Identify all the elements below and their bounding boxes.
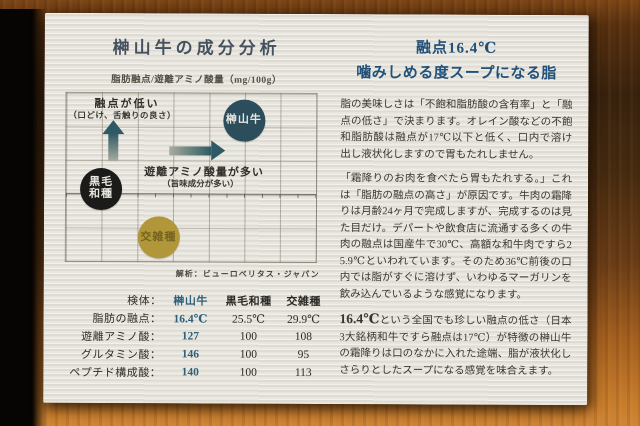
cell-value: 29.9℃ [286,313,321,327]
body-paragraphs: 脂の美味しさは「不飽和脂肪酸の含有率」と「融点の低さ」で決まります。オレイン酸な… [339,97,572,380]
headline-line1: 融点16.4℃ [416,40,498,57]
row-label: グルタミン酸： [80,348,162,362]
table-header-row: 検体： 榊山牛 黒毛和種 交雑種 [62,291,330,310]
cell-value: 140 [181,366,199,379]
analysis-card: 榊山牛の成分分析 脂肪融点/遊離アミノ酸量（mg/100g） 融点が低い （口ど… [43,12,589,406]
row-label: 検体： [127,295,162,308]
right-arrow-icon [169,146,212,156]
cell-value: 127 [181,330,200,343]
cell-value: 95 [297,348,310,361]
cell-value: 146 [181,348,200,361]
cell-value: 100 [239,348,258,361]
table-row: ペプチド構成酸： 140 100 113 [61,363,329,382]
cell-value: 黒毛和種 [225,295,272,308]
page-title: 榊山牛の成分分析 [112,38,281,58]
chart-point-2: 黒毛 和種 [79,167,123,210]
table-row: 脂肪の融点： 16.4℃ 25.5℃ 29.9℃ [61,309,329,328]
paragraph-1: 脂の美味しさは「不飽和脂肪酸の含有率」と「融点の低さ」で決まります。オレイン酸な… [340,99,573,161]
cell-value: 100 [239,330,258,343]
cell-value: 113 [294,366,312,379]
cell-value: 100 [239,366,257,379]
chart-point-1: 榊山牛 [222,99,265,142]
paragraph-2: 「霜降りのお肉を食べたら胃もたれする。」これは「脂肪の融点の高さ」が原因です。牛… [339,173,573,301]
melting-point-chart: 融点が低い （口どけ、舌触りの良さ） 遊離アミノ酸量が多い （旨味成分が多い） … [64,91,318,264]
chart-point-label: 和種 [89,187,114,200]
right-page: 融点16.4℃ 噛みしめる度スープになる脂 脂の美味しさは「不飽和脂肪酸の含有率… [339,24,573,388]
headline-line2: 噛みしめる度スープになる脂 [356,65,557,83]
left-dark-shadow [0,9,46,426]
paragraph-3: 16.4℃という全国でも珍しい融点の低さ（日本3大銘柄和牛ですら融点は17℃）が… [339,311,572,377]
row-label: 遊離アミノ酸： [81,330,162,344]
cell-value: 16.4℃ [173,313,208,326]
up-arrow-head-icon [102,120,125,135]
chart-point-3: 交雑種 [137,216,180,259]
cell-value: 108 [294,330,313,343]
table-row: 遊離アミノ酸： 127 100 108 [61,327,329,346]
chart-point-label: 榊山牛 [225,113,262,126]
analysis-table: 検体： 榊山牛 黒毛和種 交雑種 脂肪の融点： 16.4℃ 25.5℃ 29.9℃ 遊離アミノ酸… [61,291,329,382]
up-arrow-icon [108,133,119,162]
chart-point-label: 交雑種 [140,230,177,243]
x-axis-sublabel: （旨味成分が多い） [162,178,239,189]
chart-subtitle: 脂肪融点/遊離アミノ酸量（mg/100g） [111,75,282,86]
row-label: ペプチド構成酸： [69,366,162,380]
cell-value: 交雑種 [286,295,321,309]
table-row: グルタミン酸： 146 100 95 [61,345,329,364]
cell-value: 榊山牛 [173,295,208,308]
paragraph-lead: 16.4℃ [339,311,380,327]
chart-analysis-credit: 解析：ビューロベリタス・ジャパン [175,269,320,280]
row-label: 脂肪の融点： [92,313,162,326]
left-page: 榊山牛の成分分析 脂肪融点/遊離アミノ酸量（mg/100g） 融点が低い （口ど… [55,23,337,382]
right-arrow-head-icon [211,140,226,161]
cell-value: 25.5℃ [231,313,266,326]
